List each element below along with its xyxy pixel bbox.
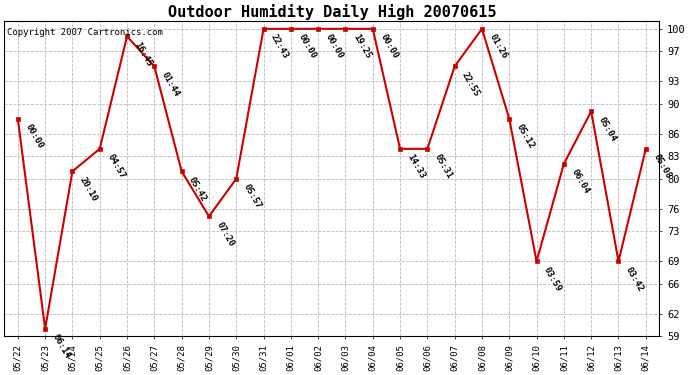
Text: 00:00: 00:00 xyxy=(297,33,317,61)
Text: 01:26: 01:26 xyxy=(488,33,509,61)
Text: 07:20: 07:20 xyxy=(215,220,236,248)
Text: 00:00: 00:00 xyxy=(378,33,400,61)
Text: 05:31: 05:31 xyxy=(433,153,454,181)
Text: 06:04: 06:04 xyxy=(569,168,591,196)
Text: 20:10: 20:10 xyxy=(78,176,99,203)
Text: 00:00: 00:00 xyxy=(23,123,45,151)
Text: 03:59: 03:59 xyxy=(542,266,563,293)
Text: 05:08: 05:08 xyxy=(651,153,673,181)
Text: 05:57: 05:57 xyxy=(241,183,263,211)
Text: 03:42: 03:42 xyxy=(624,266,645,293)
Text: 16:45: 16:45 xyxy=(132,40,154,68)
Text: 04:57: 04:57 xyxy=(106,153,126,181)
Text: 22:43: 22:43 xyxy=(269,33,290,61)
Text: 06:14: 06:14 xyxy=(50,333,72,361)
Text: 01:44: 01:44 xyxy=(160,70,181,98)
Text: 14:33: 14:33 xyxy=(406,153,427,181)
Text: 05:04: 05:04 xyxy=(597,116,618,143)
Text: 05:12: 05:12 xyxy=(515,123,536,151)
Text: Copyright 2007 Cartronics.com: Copyright 2007 Cartronics.com xyxy=(8,28,164,37)
Text: 22:55: 22:55 xyxy=(460,70,482,98)
Text: 19:25: 19:25 xyxy=(351,33,372,61)
Text: 05:42: 05:42 xyxy=(187,176,208,203)
Title: Outdoor Humidity Daily High 20070615: Outdoor Humidity Daily High 20070615 xyxy=(168,4,496,20)
Text: 00:00: 00:00 xyxy=(324,33,345,61)
